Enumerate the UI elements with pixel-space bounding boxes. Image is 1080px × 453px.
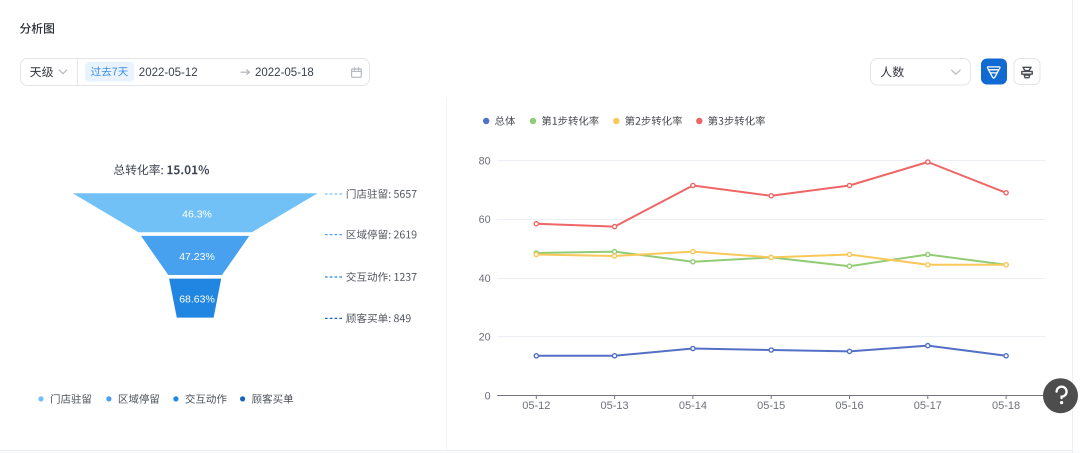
svg-text:05-15: 05-15 xyxy=(757,400,785,412)
svg-text:80: 80 xyxy=(479,155,491,167)
svg-text:0: 0 xyxy=(485,390,491,402)
svg-text:05-12: 05-12 xyxy=(522,400,550,412)
svg-text:05-16: 05-16 xyxy=(835,400,863,412)
svg-text:05-14: 05-14 xyxy=(679,400,707,412)
svg-text:20: 20 xyxy=(479,332,491,344)
svg-text:2022-05-12: 2022-05-12 xyxy=(139,67,198,79)
svg-text:05-17: 05-17 xyxy=(914,400,942,412)
svg-text:2022-05-18: 2022-05-18 xyxy=(255,67,314,79)
svg-text:47.23%: 47.23% xyxy=(179,251,215,263)
svg-text:05-13: 05-13 xyxy=(601,400,629,412)
svg-text:05-18: 05-18 xyxy=(992,400,1020,412)
svg-text:40: 40 xyxy=(479,273,491,285)
svg-text:46.3%: 46.3% xyxy=(182,209,212,221)
svg-text:68.63%: 68.63% xyxy=(179,294,215,306)
svg-text:60: 60 xyxy=(479,214,491,226)
